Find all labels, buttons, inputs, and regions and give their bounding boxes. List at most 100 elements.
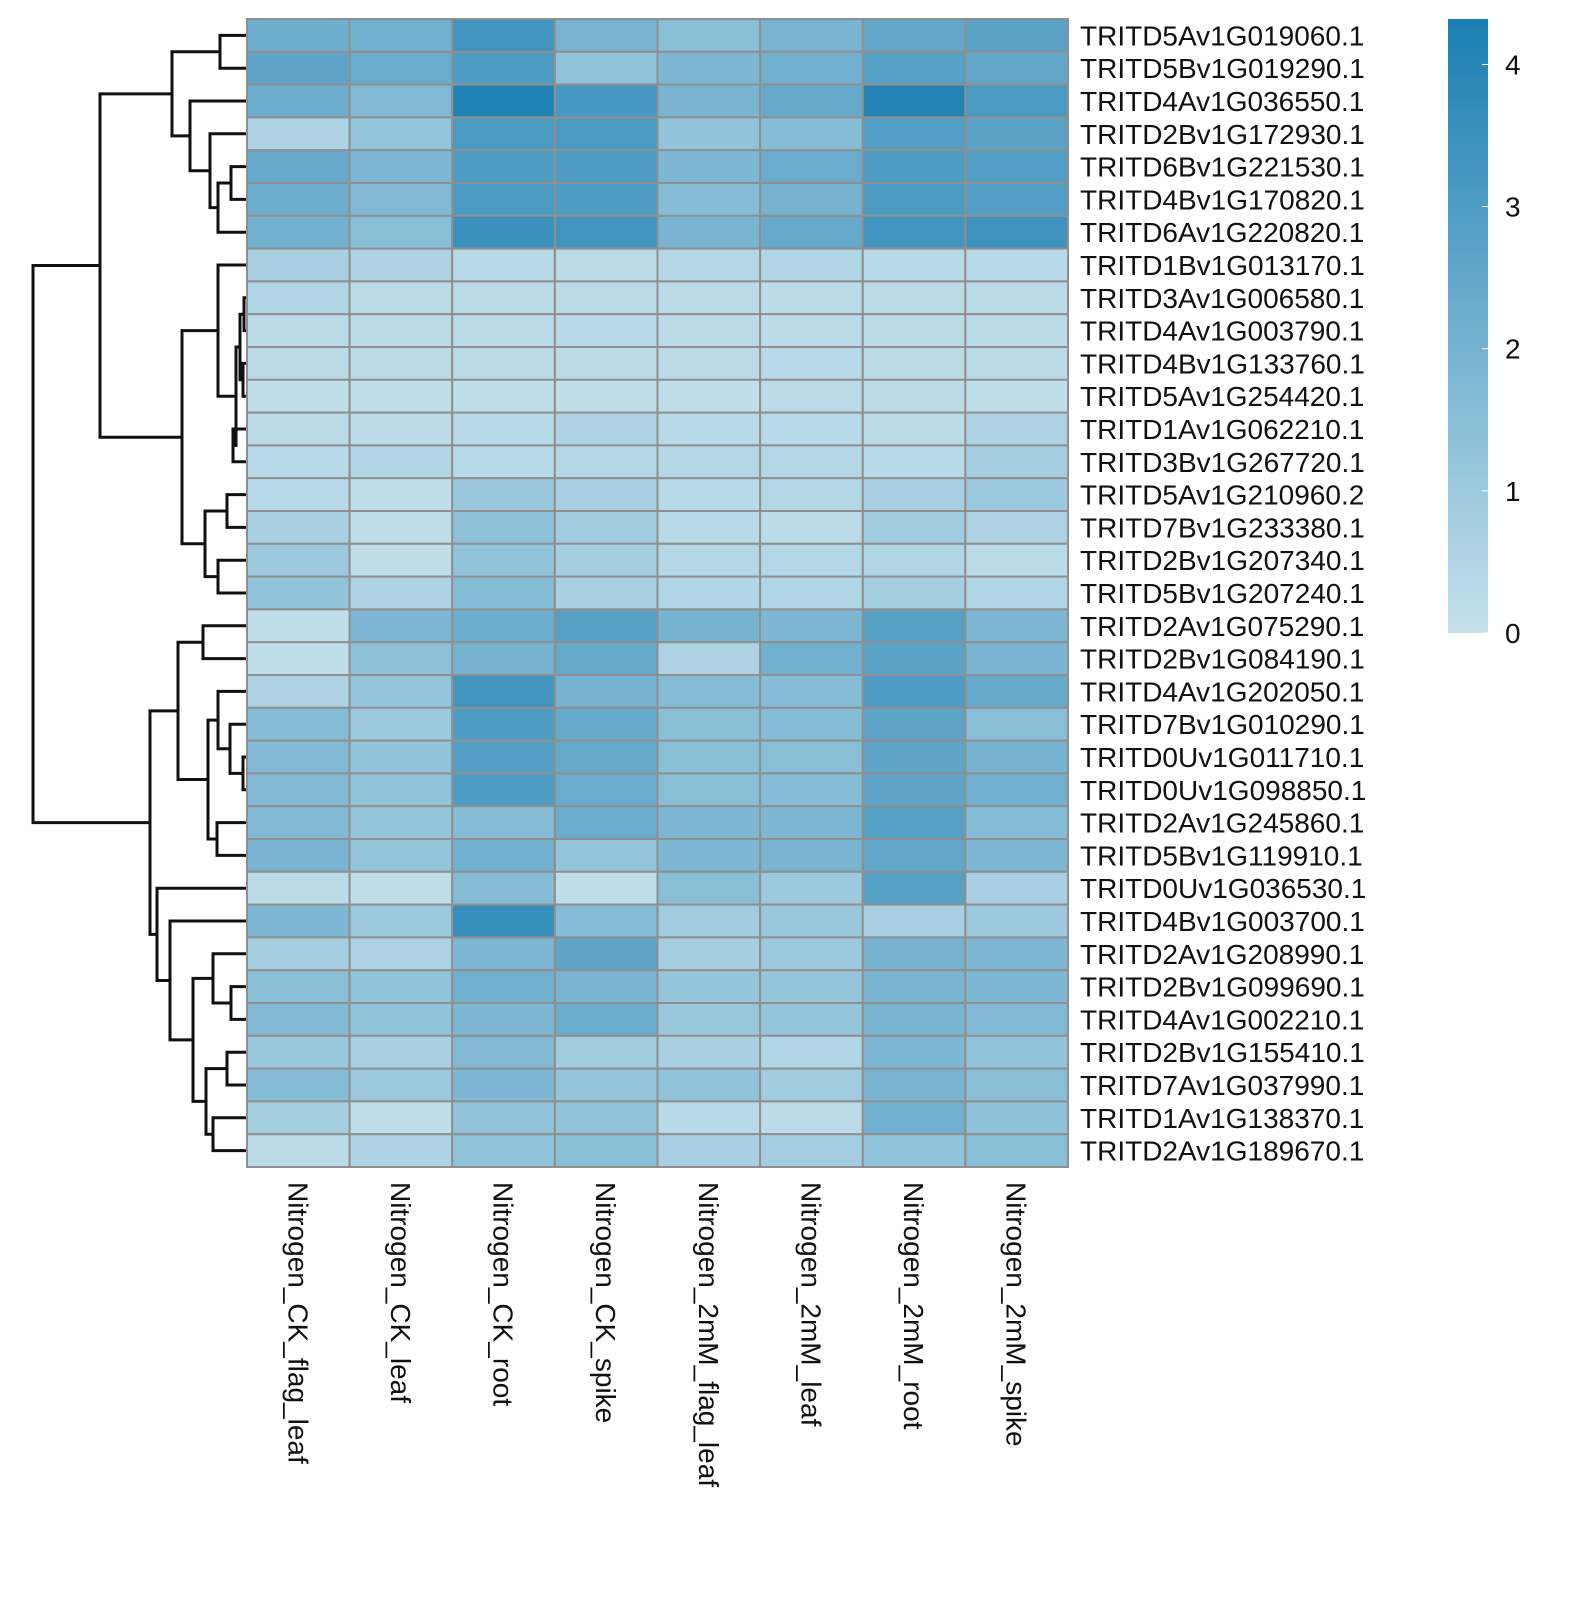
- cell: [451, 182, 556, 217]
- cell: [861, 969, 967, 1005]
- cell: [246, 608, 351, 644]
- column-label: Nitrogen_2mM_leaf: [795, 1182, 826, 1427]
- cell: [553, 739, 659, 775]
- cell: [553, 50, 659, 86]
- cell: [246, 739, 351, 775]
- cell: [759, 411, 864, 447]
- cell: [246, 805, 351, 841]
- cell: [553, 903, 659, 939]
- cell: [348, 444, 454, 480]
- row-label: TRITD7Bv1G010290.1: [1080, 709, 1365, 740]
- cell: [451, 510, 556, 545]
- cell: [861, 280, 967, 316]
- cell: [759, 903, 864, 939]
- row-label: TRITD5Av1G210960.2: [1080, 480, 1364, 511]
- row-label: TRITD2Bv1G207340.1: [1080, 545, 1365, 576]
- cell: [964, 411, 1069, 447]
- cell: [348, 1100, 454, 1136]
- cell: [246, 116, 351, 152]
- cell: [861, 313, 967, 349]
- cell: [861, 116, 967, 152]
- cell: [553, 411, 659, 447]
- row-label: TRITD2Bv1G155410.1: [1080, 1037, 1365, 1068]
- cell: [861, 1002, 967, 1037]
- cell: [964, 477, 1069, 513]
- cell: [553, 247, 659, 283]
- cell: [656, 1034, 762, 1070]
- cell: [861, 1100, 967, 1136]
- cell: [348, 706, 454, 742]
- cell: [348, 739, 454, 775]
- cell: [861, 1034, 967, 1070]
- cell: [246, 1067, 351, 1103]
- cell: [246, 1133, 351, 1168]
- cell: [246, 936, 351, 972]
- cell: [759, 1002, 864, 1037]
- cell: [861, 149, 967, 184]
- row-label: TRITD0Uv1G011710.1: [1080, 742, 1364, 773]
- cell: [861, 575, 967, 611]
- cell: [348, 805, 454, 841]
- cell: [861, 772, 967, 808]
- colorbar: [1448, 19, 1488, 633]
- cell: [964, 838, 1069, 873]
- cell: [656, 18, 762, 53]
- cell: [553, 510, 659, 545]
- cell: [246, 838, 351, 873]
- cell: [964, 706, 1069, 742]
- dendrogram: [31, 33, 247, 1153]
- cell: [553, 149, 659, 184]
- cell: [861, 247, 967, 283]
- cell: [656, 149, 762, 184]
- cell: [451, 280, 556, 316]
- cell: [861, 83, 967, 119]
- cell: [451, 772, 556, 808]
- cell: [246, 346, 351, 381]
- cell: [759, 247, 864, 283]
- cell: [964, 542, 1069, 578]
- cell: [348, 18, 454, 53]
- cell: [656, 116, 762, 152]
- cell: [964, 149, 1069, 184]
- cell: [861, 542, 967, 578]
- cell: [348, 313, 454, 349]
- cell: [451, 411, 556, 447]
- cell: [451, 1034, 556, 1070]
- cell: [553, 1034, 659, 1070]
- cell: [861, 182, 967, 217]
- cell: [348, 214, 454, 250]
- cell: [861, 411, 967, 447]
- cell: [656, 1067, 762, 1103]
- cell: [553, 116, 659, 152]
- cell: [553, 969, 659, 1005]
- column-label: Nitrogen_CK_root: [488, 1182, 519, 1406]
- cell: [964, 608, 1069, 644]
- cell: [246, 1002, 351, 1037]
- row-label: TRITD5Av1G254420.1: [1080, 381, 1364, 412]
- cell: [553, 1100, 659, 1136]
- cell: [553, 1067, 659, 1103]
- cell: [656, 444, 762, 480]
- cell: [451, 838, 556, 873]
- cell: [348, 182, 454, 217]
- row-label: TRITD3Bv1G267720.1: [1080, 447, 1365, 478]
- cell: [759, 641, 864, 677]
- cell: [964, 641, 1069, 677]
- row-label: TRITD4Av1G003790.1: [1080, 316, 1364, 347]
- cell: [348, 772, 454, 808]
- cell: [553, 182, 659, 217]
- cell: [759, 969, 864, 1005]
- cell: [964, 510, 1069, 545]
- row-label: TRITD1Av1G138370.1: [1080, 1103, 1364, 1134]
- cell: [348, 149, 454, 184]
- cell: [759, 1133, 864, 1168]
- cell: [759, 116, 864, 152]
- row-label: TRITD5Bv1G207240.1: [1080, 578, 1365, 609]
- cell: [656, 1100, 762, 1136]
- cell: [246, 411, 351, 447]
- cell: [348, 641, 454, 677]
- cell: [348, 608, 454, 644]
- cell: [861, 378, 967, 414]
- cell: [964, 772, 1069, 808]
- cell: [246, 1034, 351, 1070]
